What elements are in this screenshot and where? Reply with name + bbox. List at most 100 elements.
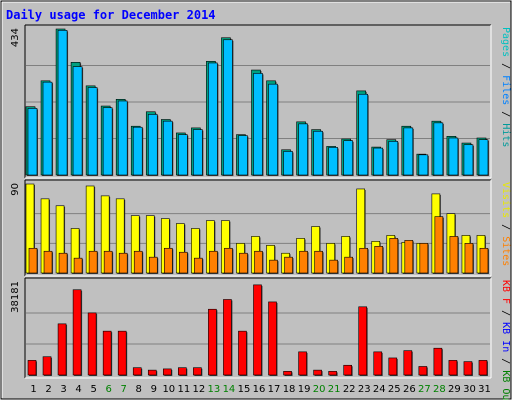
bar-kb-f-day-1 <box>27 360 37 376</box>
bar-sites-day-23 <box>359 247 369 274</box>
legend-separator: / <box>500 105 511 123</box>
x-tick-label: 21 <box>328 384 341 395</box>
bar-files-day-31 <box>478 139 489 176</box>
x-tick-label: 6 <box>105 384 111 395</box>
bar-files-day-6 <box>102 107 113 176</box>
bar-files-day-30 <box>463 144 474 176</box>
bar-kb-f-day-11 <box>178 367 187 376</box>
legend-entry: KB Out <box>500 370 511 400</box>
bar-sites-day-31 <box>479 247 489 274</box>
bar-sites-day-14 <box>224 247 233 274</box>
bar-kb-f-day-10 <box>162 368 172 376</box>
legend-separator: / <box>500 57 511 75</box>
bar-files-day-24 <box>373 147 384 176</box>
bar-sites-day-30 <box>464 243 474 274</box>
bar-sites-day-28 <box>434 216 444 274</box>
bar-sites-day-3 <box>58 252 68 274</box>
x-tick-label: 26 <box>403 384 416 395</box>
x-tick-label: 23 <box>358 384 371 395</box>
legend-separator: / <box>500 218 511 236</box>
bar-kb-f-day-20 <box>313 369 322 376</box>
bar-files-day-1 <box>27 108 38 176</box>
bar-sites-day-7 <box>118 252 128 274</box>
bar-kb-f-day-8 <box>132 367 142 376</box>
legend-entry: Hits <box>500 123 511 147</box>
panel-1: 434 Pages / Files / Hits <box>10 24 511 179</box>
bar-files-day-8 <box>132 126 143 176</box>
x-tick-label: 2 <box>45 384 51 395</box>
legend-entry: KB In <box>500 322 511 352</box>
x-tick-label: 14 <box>223 384 236 395</box>
bar-kb-f-day-29 <box>448 360 458 376</box>
bar-sites-day-20 <box>314 250 323 274</box>
bar-sites-day-12 <box>194 257 203 274</box>
bar-kb-f-day-25 <box>388 357 398 376</box>
x-tick-label: 24 <box>373 384 386 395</box>
x-tick-label: 4 <box>75 384 81 395</box>
series-legend: KB F / KB In / KB Out <box>500 280 511 400</box>
x-tick-label: 16 <box>253 384 266 395</box>
bar-files-day-15 <box>238 135 248 176</box>
bar-sites-day-5 <box>88 250 98 274</box>
bar-kb-f-day-22 <box>343 364 352 376</box>
bar-sites-day-13 <box>209 250 218 274</box>
bar-kb-f-day-21 <box>328 371 337 376</box>
bar-kb-f-day-27 <box>418 366 428 376</box>
x-tick-label: 28 <box>433 384 446 395</box>
bar-files-day-20 <box>313 130 323 176</box>
bar-files-day-22 <box>343 140 353 176</box>
legend-entry: KB F <box>500 280 511 304</box>
x-tick-label: 5 <box>90 384 96 395</box>
bar-sites-day-8 <box>133 250 143 274</box>
bar-kb-f-day-14 <box>223 299 232 376</box>
bar-files-day-27 <box>418 154 429 176</box>
bar-kb-f-day-26 <box>403 350 413 376</box>
bar-sites-day-16 <box>254 250 263 274</box>
bar-files-day-5 <box>87 87 98 176</box>
series-legend: Visits / Sites <box>500 182 511 266</box>
bar-kb-f-day-24 <box>373 351 383 376</box>
bar-files-day-29 <box>448 137 459 176</box>
legend-entry: Files <box>500 75 511 105</box>
x-tick-label: 8 <box>136 384 142 395</box>
bar-kb-f-day-13 <box>208 308 217 376</box>
bar-files-day-26 <box>403 127 414 176</box>
bar-kb-f-day-18 <box>283 371 292 376</box>
bar-kb-f-day-9 <box>147 369 157 376</box>
bar-sites-day-18 <box>284 256 293 274</box>
x-tick-label: 11 <box>177 384 190 395</box>
bar-files-day-7 <box>117 100 128 176</box>
bar-sites-day-1 <box>28 247 38 274</box>
bar-sites-day-25 <box>389 238 399 274</box>
bar-kb-f-day-16 <box>253 284 262 376</box>
bar-kb-f-day-23 <box>358 306 368 376</box>
x-tick-label: 25 <box>388 384 401 395</box>
bar-sites-day-27 <box>419 243 429 274</box>
bar-files-day-16 <box>253 73 263 176</box>
bar-kb-f-day-7 <box>117 330 127 376</box>
bar-sites-day-6 <box>103 250 113 274</box>
bar-kb-f-day-4 <box>72 289 82 376</box>
x-tick-label: 3 <box>60 384 66 395</box>
x-tick-label: 9 <box>151 384 157 395</box>
bar-sites-day-15 <box>239 252 248 274</box>
bar-sites-day-10 <box>163 247 173 274</box>
axis-max-label: 434 <box>10 28 21 47</box>
bar-sites-day-21 <box>329 259 338 274</box>
bar-files-day-12 <box>193 129 203 176</box>
bar-kb-f-day-2 <box>42 356 52 376</box>
x-tick-label: 1 <box>30 384 36 395</box>
legend-separator: / <box>500 304 511 322</box>
axis-max-label: 38181 <box>10 281 21 313</box>
bar-files-day-19 <box>298 123 308 176</box>
bar-files-day-28 <box>433 122 444 176</box>
bar-kb-f-day-15 <box>238 330 247 376</box>
bar-files-day-4 <box>72 66 83 176</box>
x-tick-label: 12 <box>193 384 206 395</box>
x-tick-label: 29 <box>448 384 461 395</box>
x-tick-label: 7 <box>121 384 127 395</box>
x-tick-label: 27 <box>418 384 431 395</box>
x-tick-label: 10 <box>162 384 175 395</box>
x-tick-label: 31 <box>478 384 491 395</box>
